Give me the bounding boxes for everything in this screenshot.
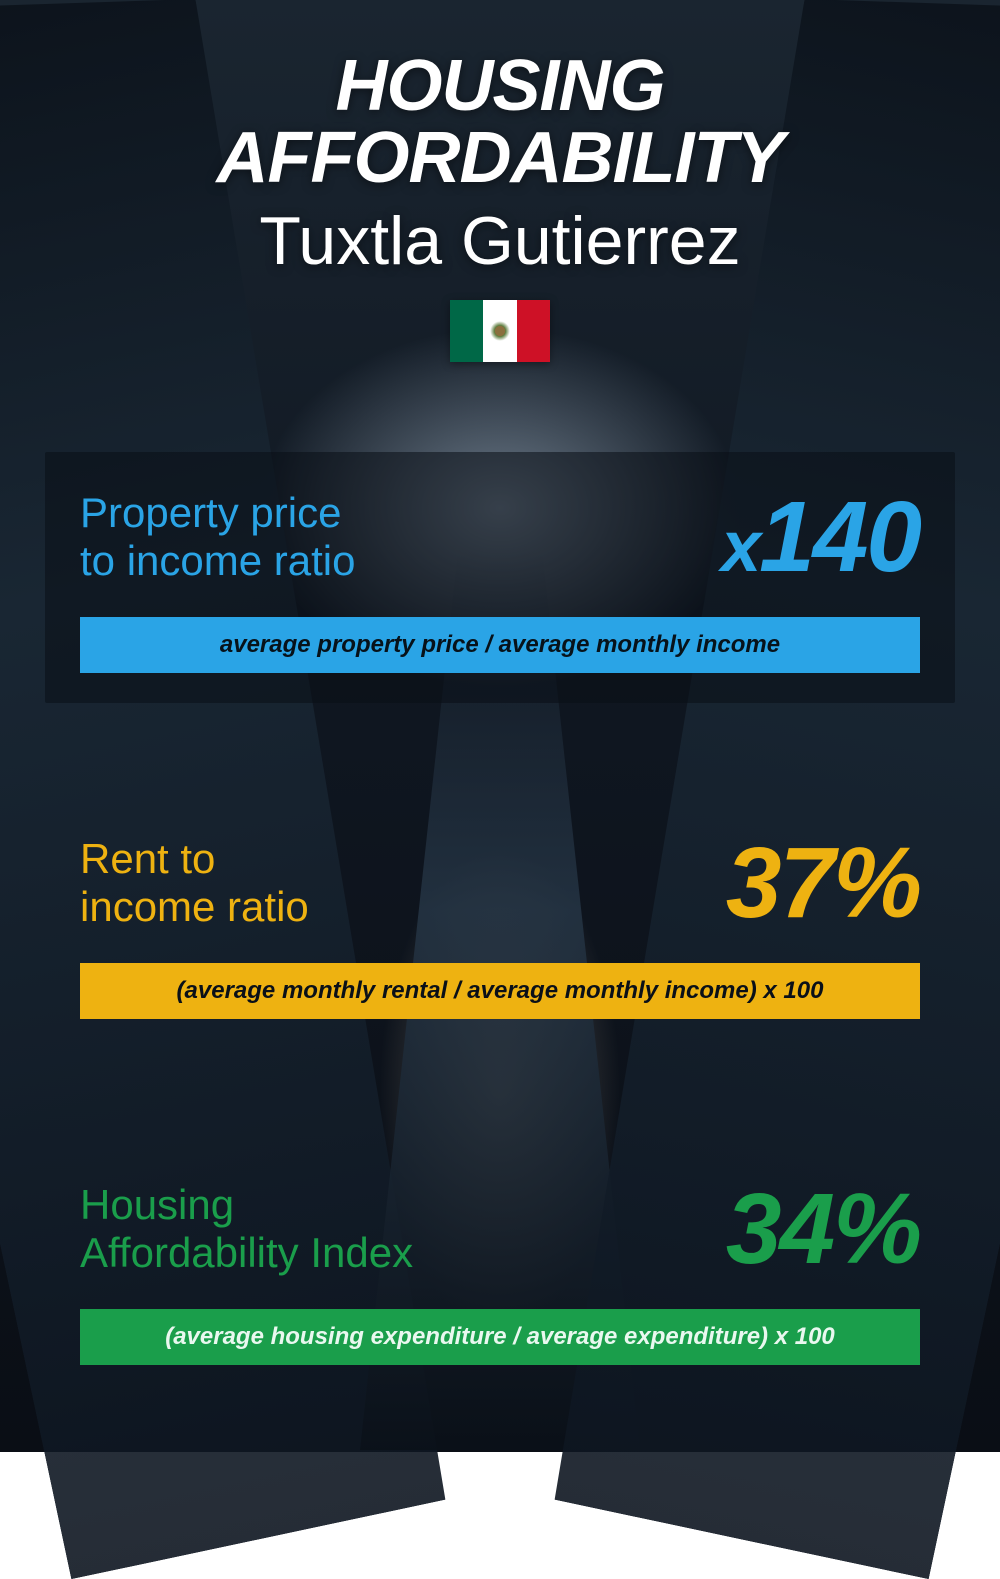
metric-row: Rent to income ratio 37% [80,833,920,933]
flag-container [45,300,955,362]
flag-stripe-green [450,300,483,362]
metric-row: Housing Affordability Index 34% [80,1179,920,1279]
metric-label: Housing Affordability Index [80,1181,413,1278]
metric-value: x140 [721,487,920,587]
metric-value-prefix: x [721,507,759,587]
city-subtitle: Tuxtla Gutierrez [45,202,955,280]
metric-value-number: 140 [759,481,920,593]
metric-value-number: 37% [726,827,920,939]
metric-label: Property price to income ratio [80,489,355,586]
mexico-flag-icon [450,300,550,362]
metric-property-price: Property price to income ratio x140 aver… [45,452,955,703]
metric-formula: (average housing expenditure / average e… [80,1309,920,1365]
metric-value: 34% [726,1179,920,1279]
flag-stripe-red [517,300,550,362]
infographic-content: HOUSING AFFORDABILITY Tuxtla Gutierrez P… [0,0,1000,1452]
metric-formula: (average monthly rental / average monthl… [80,963,920,1019]
main-title: HOUSING AFFORDABILITY [45,50,955,194]
metric-label: Rent to income ratio [80,835,309,932]
metric-row: Property price to income ratio x140 [80,487,920,587]
metric-affordability-index: Housing Affordability Index 34% (average… [45,1144,955,1395]
flag-stripe-white [483,300,516,362]
metric-value-number: 34% [726,1173,920,1285]
metric-value: 37% [726,833,920,933]
metrics-list: Property price to income ratio x140 aver… [45,452,955,1412]
metric-rent-income: Rent to income ratio 37% (average monthl… [45,798,955,1049]
metric-formula: average property price / average monthly… [80,617,920,673]
